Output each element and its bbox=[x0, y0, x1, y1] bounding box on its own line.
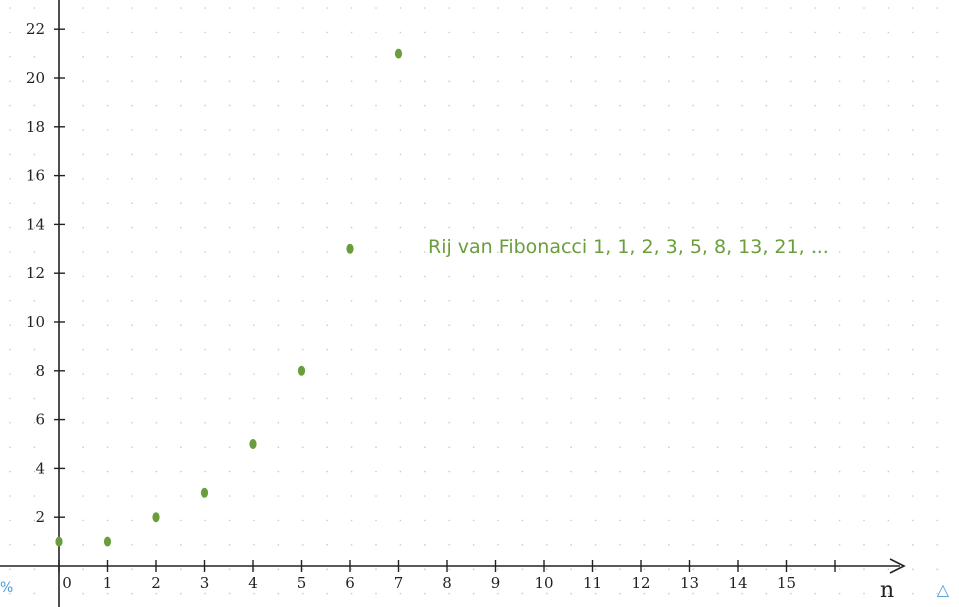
x-tick-label: 11 bbox=[583, 574, 602, 592]
y-tick-label: 8 bbox=[35, 362, 45, 380]
y-tick-label: 20 bbox=[26, 69, 45, 87]
data-point bbox=[103, 536, 112, 547]
y-tick-label: 10 bbox=[26, 313, 45, 331]
x-tick-label: 1 bbox=[103, 574, 113, 592]
data-point bbox=[200, 487, 209, 498]
data-point bbox=[55, 536, 63, 547]
data-point bbox=[297, 365, 306, 376]
x-tick-label: 9 bbox=[491, 574, 501, 592]
y-tick-label: 22 bbox=[26, 20, 45, 38]
data-point bbox=[249, 439, 257, 449]
y-tick-label: 14 bbox=[26, 215, 45, 233]
y-tick-label: 16 bbox=[26, 167, 45, 185]
chart-title: Rij van Fibonacci 1, 1, 2, 3, 5, 8, 13, … bbox=[428, 236, 829, 258]
x-tick-label: 5 bbox=[297, 574, 307, 592]
x-tick-label: 7 bbox=[394, 574, 404, 592]
x-tick-label: 12 bbox=[631, 574, 650, 592]
x-tick-label: 3 bbox=[200, 574, 210, 592]
data-point bbox=[346, 243, 354, 254]
x-tick-label: 0 bbox=[62, 574, 72, 592]
y-tick-label: 6 bbox=[35, 411, 45, 429]
x-tick-label: 6 bbox=[345, 574, 355, 592]
y-tick-label: 18 bbox=[26, 118, 45, 136]
dot-grid bbox=[9, 7, 938, 595]
y-tick-label: 4 bbox=[35, 459, 45, 477]
x-axis-arrow bbox=[889, 558, 906, 574]
x-tick-label: 8 bbox=[442, 574, 452, 592]
x-axis-label: n bbox=[880, 578, 894, 603]
x-tick-label: 14 bbox=[728, 574, 747, 592]
x-tick-label: 4 bbox=[248, 574, 258, 592]
x-tick-label: 15 bbox=[777, 574, 796, 592]
share-icon[interactable]: △ bbox=[936, 580, 949, 599]
y-tick-label: 12 bbox=[26, 264, 45, 282]
data-point bbox=[152, 512, 160, 523]
data-points bbox=[55, 48, 403, 547]
axes bbox=[0, 0, 906, 607]
x-tick-label: 13 bbox=[680, 574, 699, 592]
x-tick-label: 10 bbox=[534, 574, 553, 592]
y-tick-label: 2 bbox=[35, 508, 45, 526]
data-point bbox=[394, 48, 403, 59]
zoom-indicator[interactable]: % bbox=[0, 580, 14, 596]
x-tick-label: 2 bbox=[151, 574, 161, 592]
